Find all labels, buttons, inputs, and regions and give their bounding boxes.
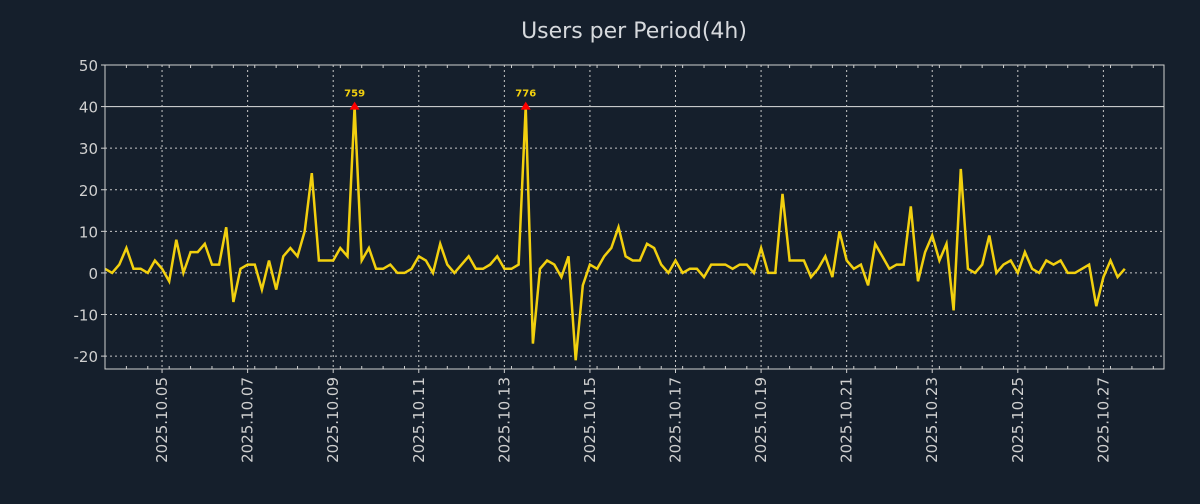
x-tick-label: 2025.10.17 (667, 377, 685, 463)
red-triangle-marker-icon (520, 101, 531, 110)
y-tick-label: -10 (74, 307, 99, 325)
x-tick-label: 2025.10.09 (324, 377, 342, 463)
x-tick-label: 2025.10.21 (838, 377, 856, 463)
peak-annotation-label: 776 (515, 89, 536, 100)
y-tick-label: 40 (79, 99, 98, 117)
y-tick-label: 10 (79, 223, 98, 241)
x-tick-label: 2025.10.27 (1094, 377, 1112, 463)
x-tick-label: 2025.10.23 (923, 377, 941, 463)
annotations: 759 776 (344, 89, 536, 110)
x-tick-label: 2025.10.05 (153, 377, 171, 463)
y-axis: 50 40 30 20 10 0 -10 -20 (74, 57, 105, 366)
x-tick-label: 2025.10.11 (410, 377, 428, 463)
x-tick-label: 2025.10.15 (581, 377, 599, 463)
y-tick-label: 20 (79, 182, 98, 200)
red-triangle-marker-icon (349, 101, 360, 110)
plot-frame (104, 64, 1165, 370)
chart-title: Users per Period(4h) (521, 19, 747, 44)
x-tick-label: 2025.10.19 (752, 377, 770, 463)
series-line-users (104, 106, 1126, 361)
y-tick-label: 0 (88, 265, 98, 283)
grid (105, 64, 1164, 369)
x-tick-label: 2025.10.25 (1009, 377, 1027, 463)
y-tick-label: 50 (79, 57, 98, 75)
x-axis: 2025.10.05 2025.10.07 2025.10.09 2025.10.11… (104, 65, 1154, 463)
series (104, 106, 1126, 361)
x-tick-label: 2025.10.13 (495, 377, 513, 463)
y-tick-label: -20 (74, 348, 99, 366)
y-tick-label: 30 (79, 140, 98, 158)
x-tick-label: 2025.10.07 (239, 377, 257, 463)
peak-annotation-label: 759 (344, 89, 365, 100)
